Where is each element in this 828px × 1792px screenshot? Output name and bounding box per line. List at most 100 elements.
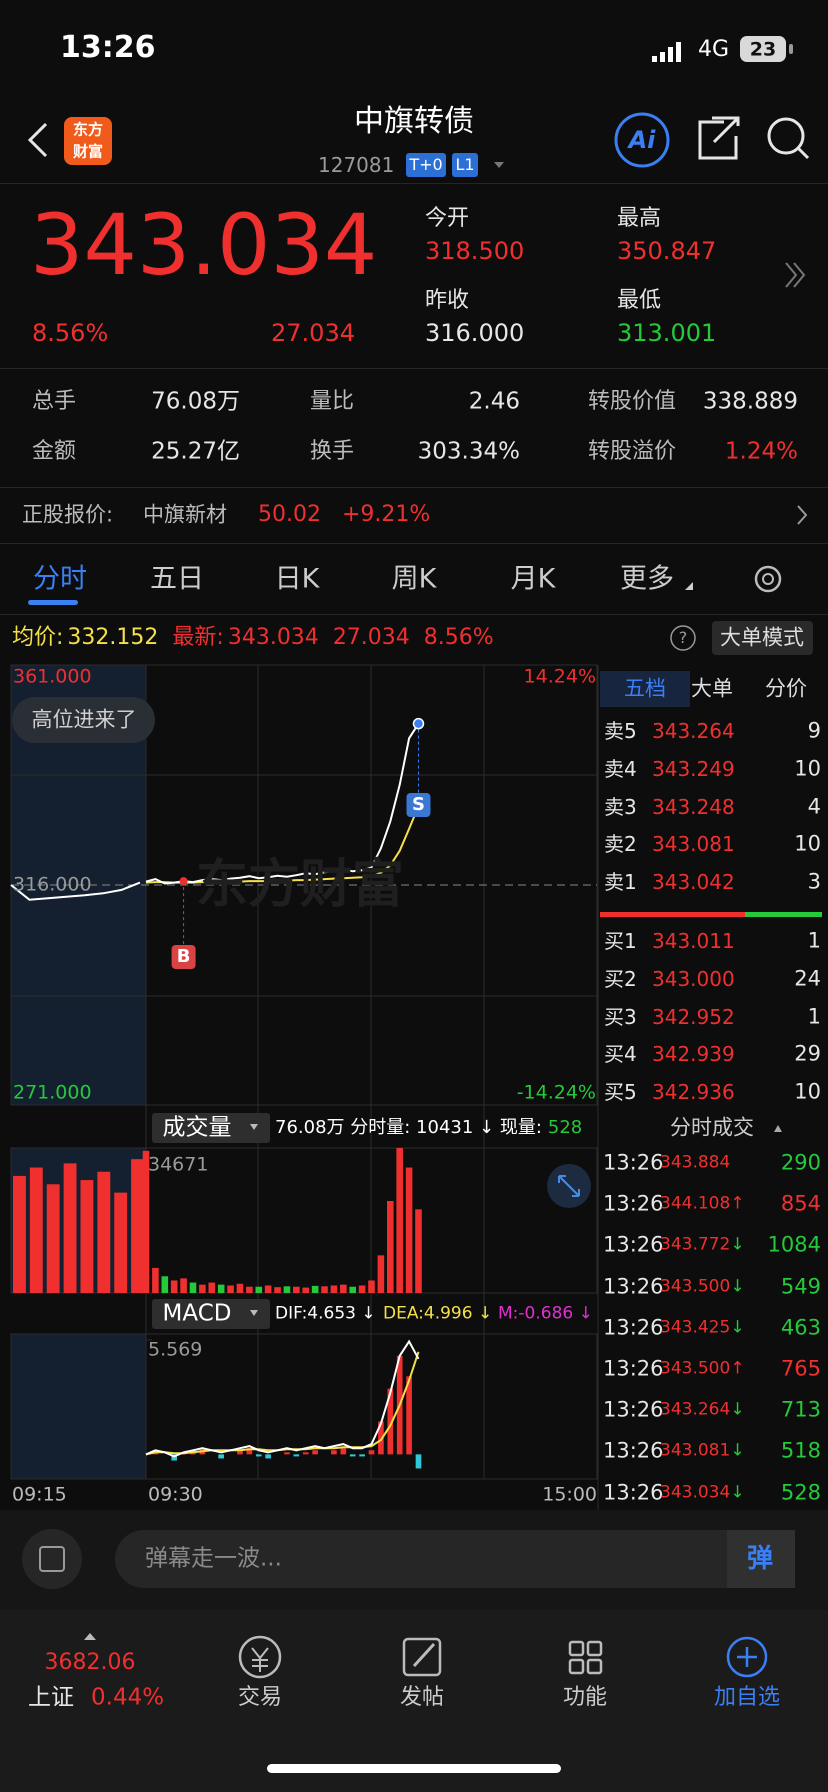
volume-bar [349, 1286, 356, 1293]
stat-value: 76.08万 [151, 388, 240, 415]
tab[interactable]: 日K [274, 563, 320, 595]
tab[interactable]: 周K [391, 563, 437, 595]
index-value[interactable]: 3682.06 [44, 1650, 136, 1675]
info-latest: 343.034 [227, 625, 319, 650]
help[interactable]: ? [678, 628, 688, 647]
stock-price: 50.02 [258, 502, 321, 527]
trade-price: 343.034 [660, 1482, 731, 1503]
trade-dir: ↓ [730, 1482, 745, 1503]
network: 4G [698, 37, 730, 62]
search-icon[interactable] [767, 117, 805, 155]
volume-bar [302, 1287, 310, 1293]
macd-bar [415, 1454, 422, 1469]
divider [0, 543, 828, 544]
stat-label: 金额 [32, 439, 77, 464]
index-change: 0.44% [91, 1684, 165, 1711]
trade-dir: ↑ [730, 1358, 745, 1379]
marker-dot [179, 877, 188, 886]
trade-volume: 713 [780, 1397, 821, 1422]
trade-time: 13:26 [603, 1356, 664, 1381]
volume-bar [330, 1285, 338, 1293]
field-label: 最高 [617, 206, 662, 231]
macd-bar [331, 1450, 337, 1455]
volume-bar [377, 1255, 385, 1293]
trade-price: 343.500 [660, 1276, 731, 1297]
book-qty: 29 [794, 1041, 821, 1066]
book-price: 343.042 [652, 870, 735, 895]
add-watch-icon[interactable] [726, 1636, 768, 1678]
volume-now: 528 [547, 1117, 583, 1138]
macd-bar [246, 1448, 253, 1455]
volume-bar [97, 1171, 111, 1293]
field-value: 350.847 [617, 237, 717, 265]
tab[interactable]: 五日 [150, 563, 204, 595]
trade-dir: ↓ [730, 1440, 745, 1461]
comment-placeholder[interactable]: 弹幕走一波... [145, 1545, 282, 1572]
divider [0, 368, 828, 369]
volume-bar [358, 1285, 366, 1293]
volume-bar [170, 1280, 178, 1293]
trade-volume: 290 [780, 1150, 821, 1175]
nav-item[interactable]: 功能 [562, 1685, 608, 1710]
trade-time: 13:26 [603, 1274, 664, 1299]
book-tab[interactable]: 五档 [624, 676, 666, 701]
nav-item[interactable]: 发帖 [399, 1685, 445, 1710]
macd-bar [312, 1450, 318, 1455]
back-icon[interactable] [27, 122, 48, 158]
trade-dir: ↓ [730, 1234, 745, 1255]
volume-bar [142, 1150, 150, 1293]
book-qty: 10 [794, 756, 821, 781]
y2-tick-label: -14.24% [516, 1081, 596, 1104]
macd-bar [284, 1452, 290, 1455]
trade-time: 13:26 [603, 1315, 664, 1340]
nav-item[interactable]: 加自选 [713, 1685, 781, 1710]
volume-bar [283, 1286, 291, 1293]
macd-title[interactable]: MACD [162, 1300, 232, 1327]
book-price: 343.081 [652, 832, 735, 857]
macd-bar [293, 1454, 300, 1457]
volume-bar [311, 1285, 319, 1293]
field-value: 313.001 [617, 319, 717, 347]
trade-volume: 765 [780, 1356, 821, 1381]
volume-title[interactable]: 成交量 [162, 1114, 232, 1141]
field-label: 最低 [617, 288, 662, 313]
code: 127081 [318, 153, 395, 177]
x-tick-label: 15:00 [542, 1483, 597, 1506]
tab[interactable]: 分时 [33, 563, 87, 595]
divider [0, 614, 828, 615]
comment-input[interactable] [115, 1530, 795, 1588]
book-qty: 4 [807, 794, 821, 819]
trade-volume: 463 [780, 1315, 821, 1340]
book-tab[interactable]: 分价 [765, 676, 807, 701]
nav-item[interactable]: 交易 [237, 1685, 283, 1710]
trade-volume: 1084 [767, 1232, 821, 1257]
mode-button[interactable]: 大单模式 [720, 625, 804, 650]
volume-bar [405, 1167, 413, 1293]
stat-label: 转股价值 [588, 389, 677, 414]
stock-name[interactable]: 中旗新材 [143, 502, 227, 527]
stock-change: +9.21% [342, 502, 431, 527]
macd-bar [378, 1421, 384, 1455]
book-label: 卖2 [604, 832, 637, 857]
book-label: 卖3 [604, 794, 637, 819]
tab[interactable]: 更多 [620, 563, 674, 595]
trade-dir: ↓ [730, 1317, 745, 1338]
share-icon[interactable] [698, 116, 740, 160]
comment-button[interactable]: 弹 [746, 1544, 774, 1574]
trade-dir: ↓ [730, 1276, 745, 1297]
book-tab[interactable]: 大单 [691, 676, 733, 701]
trade-time: 13:26 [603, 1191, 664, 1216]
x-tick-label: 09:30 [148, 1483, 203, 1506]
trade-volume: 518 [780, 1438, 821, 1463]
trade-time: 13:26 [603, 1480, 664, 1505]
trade-price: 343.264 [660, 1399, 731, 1420]
ai-button[interactable]: Ai [628, 126, 656, 154]
book-qty: 24 [794, 966, 821, 991]
tag: L1 [455, 155, 475, 174]
trade-price: 343.500 [660, 1358, 731, 1379]
info-avg: 332.152 [67, 625, 159, 650]
tab[interactable]: 月K [510, 563, 556, 595]
book-label: 卖5 [604, 719, 637, 743]
trade-price: 343.081 [660, 1440, 731, 1461]
